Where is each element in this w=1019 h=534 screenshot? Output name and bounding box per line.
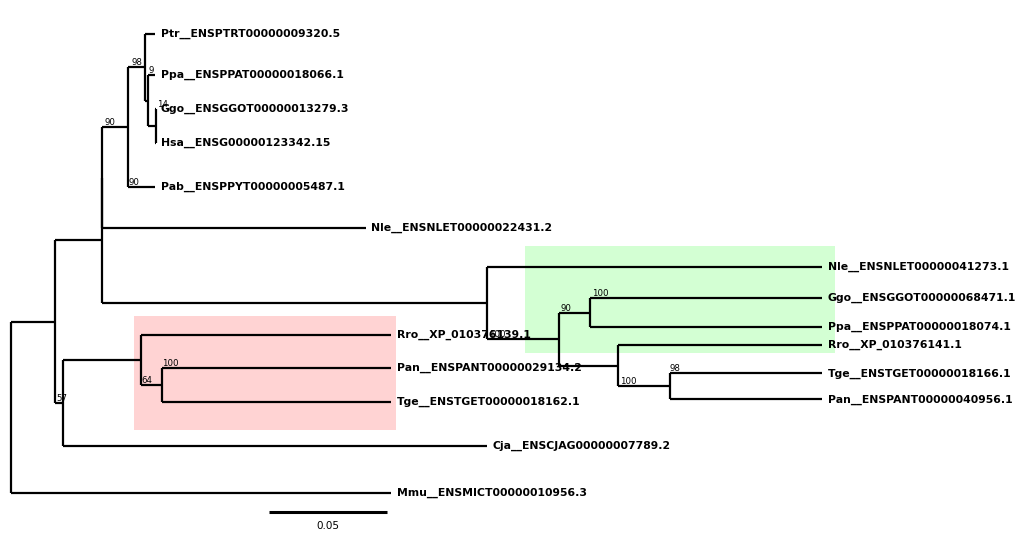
Text: 100: 100 (591, 289, 607, 299)
Text: 90: 90 (104, 118, 115, 127)
Text: Ptr__ENSPTRT00000009320.5: Ptr__ENSPTRT00000009320.5 (161, 29, 339, 39)
Text: 14: 14 (157, 100, 167, 109)
Text: 100: 100 (162, 359, 178, 368)
Bar (133, 317, 395, 430)
Text: Pan__ENSPANT00000040956.1: Pan__ENSPANT00000040956.1 (826, 394, 1011, 405)
Text: Pan__ENSPANT00000029134.2: Pan__ENSPANT00000029134.2 (396, 363, 581, 373)
Text: Ppa__ENSPPAT00000018074.1: Ppa__ENSPPAT00000018074.1 (826, 321, 1010, 332)
Text: Mmu__ENSMICT00000010956.3: Mmu__ENSMICT00000010956.3 (396, 488, 586, 498)
Text: 64: 64 (142, 376, 152, 385)
Text: 9: 9 (149, 66, 154, 75)
Text: Pab__ENSPPYT00000005487.1: Pab__ENSPPYT00000005487.1 (161, 182, 344, 192)
Text: 100: 100 (488, 330, 504, 339)
Text: 98: 98 (668, 365, 680, 373)
Text: Rro__XP_010376141.1: Rro__XP_010376141.1 (826, 340, 961, 350)
Text: 0.05: 0.05 (316, 521, 339, 531)
Text: 100: 100 (620, 378, 636, 387)
Text: Nle__ENSNLET00000041273.1: Nle__ENSNLET00000041273.1 (826, 262, 1008, 272)
Text: Cja__ENSCJAG00000007789.2: Cja__ENSCJAG00000007789.2 (491, 441, 669, 451)
Text: Tge__ENSTGET00000018162.1: Tge__ENSTGET00000018162.1 (396, 397, 580, 407)
Text: 90: 90 (128, 178, 140, 187)
Text: Ggo__ENSGGOT00000013279.3: Ggo__ENSGGOT00000013279.3 (161, 104, 348, 114)
Text: Ggo__ENSGGOT00000068471.1: Ggo__ENSGGOT00000068471.1 (826, 293, 1015, 303)
Text: 90: 90 (560, 303, 571, 312)
Text: 98: 98 (131, 58, 142, 67)
Bar (525, 247, 835, 353)
Text: Nle__ENSNLET00000022431.2: Nle__ENSNLET00000022431.2 (371, 223, 552, 233)
Text: Rro__XP_010376139.1: Rro__XP_010376139.1 (396, 329, 530, 340)
Text: Hsa__ENSG00000123342.15: Hsa__ENSG00000123342.15 (161, 138, 330, 148)
Text: Tge__ENSTGET00000018166.1: Tge__ENSTGET00000018166.1 (826, 368, 1010, 379)
Text: 57: 57 (57, 394, 68, 403)
Text: Ppa__ENSPPAT00000018066.1: Ppa__ENSPPAT00000018066.1 (161, 70, 343, 81)
